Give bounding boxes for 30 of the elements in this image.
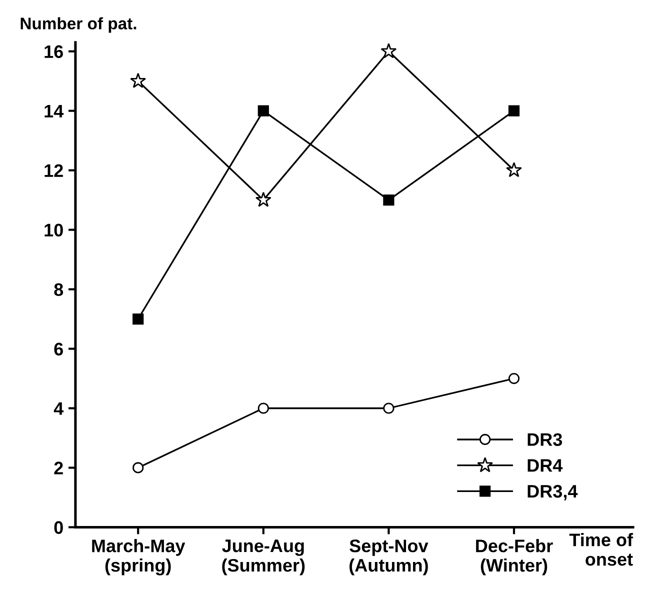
y-tick-label: 0	[54, 521, 63, 534]
point	[132, 462, 144, 474]
point	[508, 105, 520, 116]
point	[506, 162, 522, 178]
y-tick-label: 2	[54, 462, 63, 474]
y-tick-label: 4	[54, 402, 64, 415]
point	[380, 43, 397, 58]
x-tick-label: June-Aug (Summer)	[222, 540, 305, 576]
y-tick-label: 10	[44, 224, 63, 237]
point	[130, 72, 146, 88]
point	[258, 105, 269, 116]
y-tick-label: 6	[54, 342, 63, 356]
point	[383, 194, 394, 206]
y-tick-label: 8	[54, 283, 64, 296]
x-tick-label: Dec-Febr (Winter)	[476, 539, 553, 576]
legend-label: DR4	[528, 459, 563, 472]
y-axis-title: Number of pat.	[20, 17, 136, 33]
x-axis-title: Time of onset	[569, 533, 634, 566]
point	[132, 313, 144, 325]
legend-label: DR3,4	[528, 484, 578, 500]
y-tick-label: 12	[44, 164, 63, 177]
point	[383, 402, 394, 414]
x-tick-label: March-May (spring)	[92, 539, 186, 576]
x-tick-label: Sept-Nov (Autumn)	[349, 540, 428, 576]
point	[508, 372, 520, 384]
y-tick-label: 14	[44, 104, 64, 118]
point	[255, 192, 272, 207]
point	[258, 402, 269, 414]
legend-label: DR3	[528, 433, 562, 446]
y-tick-label: 16	[44, 45, 63, 58]
